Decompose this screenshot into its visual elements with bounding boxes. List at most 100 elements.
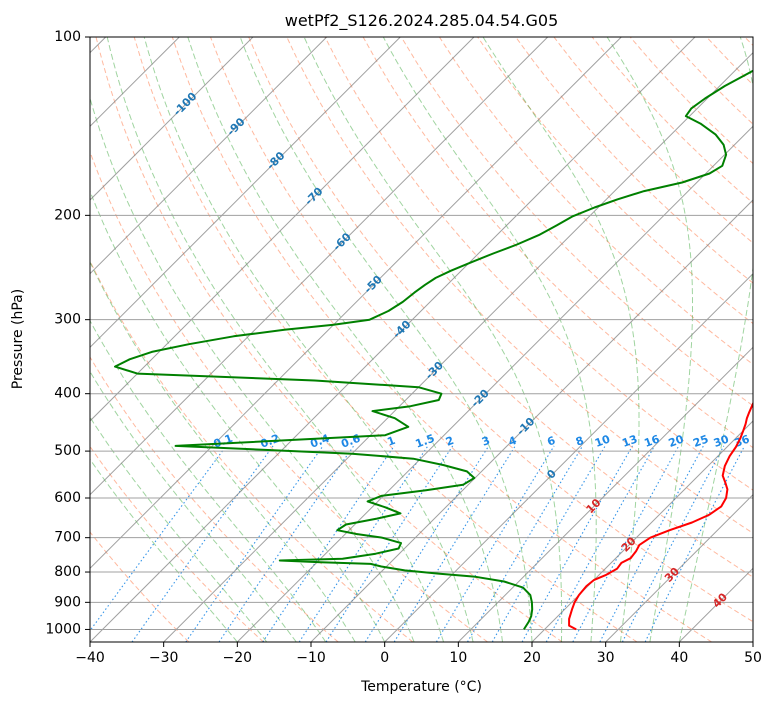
moist-adiabat <box>606 37 693 642</box>
x-tick-label: −40 <box>75 650 105 666</box>
moist-adiabat <box>90 458 238 642</box>
dewpoint-profile <box>114 69 753 630</box>
mixing-ratio-line <box>435 445 555 642</box>
isotherm-line <box>605 493 753 642</box>
x-tick-label: 40 <box>670 650 688 666</box>
y-tick-label: 1000 <box>45 621 81 637</box>
mixing-ratio-label: 0.1 <box>212 432 235 451</box>
mixing-ratio-line <box>644 445 746 642</box>
dry-adiabat <box>438 37 753 366</box>
dry-adiabat <box>515 37 753 284</box>
mixing-ratio-label: 30 <box>712 432 731 450</box>
mixing-ratio-label: 3 <box>480 434 492 449</box>
y-tick-label: 700 <box>54 530 81 546</box>
moist-adiabat <box>143 37 474 642</box>
mixing-ratio-line <box>599 445 704 642</box>
chart-title: wetPf2_S126.2024.285.04.54.G05 <box>284 11 559 30</box>
isotherm-line <box>310 199 753 642</box>
isotherm-line <box>531 420 753 642</box>
isotherm-line <box>90 37 549 496</box>
moist-adiabat <box>90 189 386 642</box>
dry-adiabat <box>400 37 753 407</box>
mixing-ratio-label: 1 <box>385 434 397 449</box>
mixing-ratio-line <box>218 445 355 642</box>
mixing-ratio-label: 10 <box>593 432 612 450</box>
dry-adiabat <box>362 37 753 449</box>
moist-adiabat <box>678 37 753 642</box>
dry-adiabat <box>744 37 753 47</box>
dry-adiabat <box>324 37 753 491</box>
moist-adiabat <box>482 37 640 642</box>
moist-adiabat <box>106 37 445 642</box>
isotherm-line <box>384 272 753 642</box>
plot-frame <box>89 36 754 643</box>
dry-adiabat <box>90 531 190 642</box>
mixing-ratio-label: 6 <box>545 434 557 449</box>
mixing-ratio-line <box>393 445 516 642</box>
y-tick-label: 300 <box>54 312 81 328</box>
mixing-ratio-label: 16 <box>642 432 661 450</box>
x-tick-label: −20 <box>223 650 253 666</box>
mixing-ratio-line <box>325 445 454 642</box>
mixing-ratio-line <box>621 445 725 642</box>
x-tick-label: 20 <box>523 650 541 666</box>
moist-adiabat <box>303 37 563 642</box>
mixing-ratio-label: 0.6 <box>339 432 362 451</box>
isotherm-line <box>90 37 475 422</box>
dry-adiabat <box>706 37 753 86</box>
y-tick-label: 100 <box>54 29 81 45</box>
y-tick-label: 600 <box>54 490 81 506</box>
isotherm-label: 30 <box>662 565 682 585</box>
isotherm-label: 0 <box>544 467 559 482</box>
mixing-ratio-label: 4 <box>507 434 519 449</box>
mixing-ratio-line <box>467 445 584 642</box>
dry-adiabat <box>90 445 264 642</box>
x-tick-label: 50 <box>744 650 762 666</box>
isotherm-line <box>457 346 753 642</box>
isotherm-line <box>678 567 753 642</box>
mixing-ratio-label: 20 <box>667 432 686 450</box>
moist-adiabat <box>187 37 503 642</box>
moist-adiabat <box>90 370 297 642</box>
dry-adiabat <box>210 37 753 623</box>
mixing-ratio-label: 8 <box>574 434 586 449</box>
dry-adiabat <box>668 37 753 125</box>
dry-adiabat <box>591 37 753 204</box>
mixing-ratio-line <box>545 445 656 642</box>
x-tick-label: −10 <box>296 650 326 666</box>
isotherm-line <box>90 37 328 275</box>
mixing-ratio-line <box>521 445 633 642</box>
isotherm-line <box>752 641 753 642</box>
x-tick-label: −30 <box>149 650 179 666</box>
y-tick-label: 400 <box>54 386 81 402</box>
isotherm-line <box>90 37 401 349</box>
moist-adiabat <box>90 260 356 642</box>
temperature-profile <box>568 401 753 631</box>
dry-adiabat <box>90 356 339 642</box>
mixing-ratio-label: 1.5 <box>414 432 437 451</box>
dry-adiabat <box>95 37 563 642</box>
x-axis-label: Temperature (°C) <box>361 679 482 695</box>
mixing-ratio-line <box>185 445 324 642</box>
mixing-ratio-line <box>262 445 395 642</box>
mixing-ratio-line <box>364 445 490 642</box>
y-tick-label: 800 <box>54 564 81 580</box>
isotherm-line <box>163 51 753 642</box>
mixing-ratio-line <box>131 445 274 642</box>
x-tick-label: 10 <box>449 650 467 666</box>
x-tick-label: 30 <box>597 650 615 666</box>
isotherm-label: -90 <box>224 115 247 138</box>
isotherm-line <box>90 37 254 201</box>
mixing-ratio-line <box>298 445 429 642</box>
y-tick-label: 500 <box>54 443 81 459</box>
isotherm-label: -60 <box>330 230 353 253</box>
mixing-ratio-label: 13 <box>620 433 639 450</box>
isotherm-line <box>90 37 696 642</box>
y-axis-label: Pressure (hPa) <box>10 288 26 390</box>
moist-adiabat <box>382 37 597 642</box>
isotherm-label: -30 <box>423 359 446 382</box>
x-tick-label: 0 <box>380 650 389 666</box>
mixing-ratio-label: 2 <box>444 434 456 449</box>
dry-adiabat <box>171 37 712 642</box>
